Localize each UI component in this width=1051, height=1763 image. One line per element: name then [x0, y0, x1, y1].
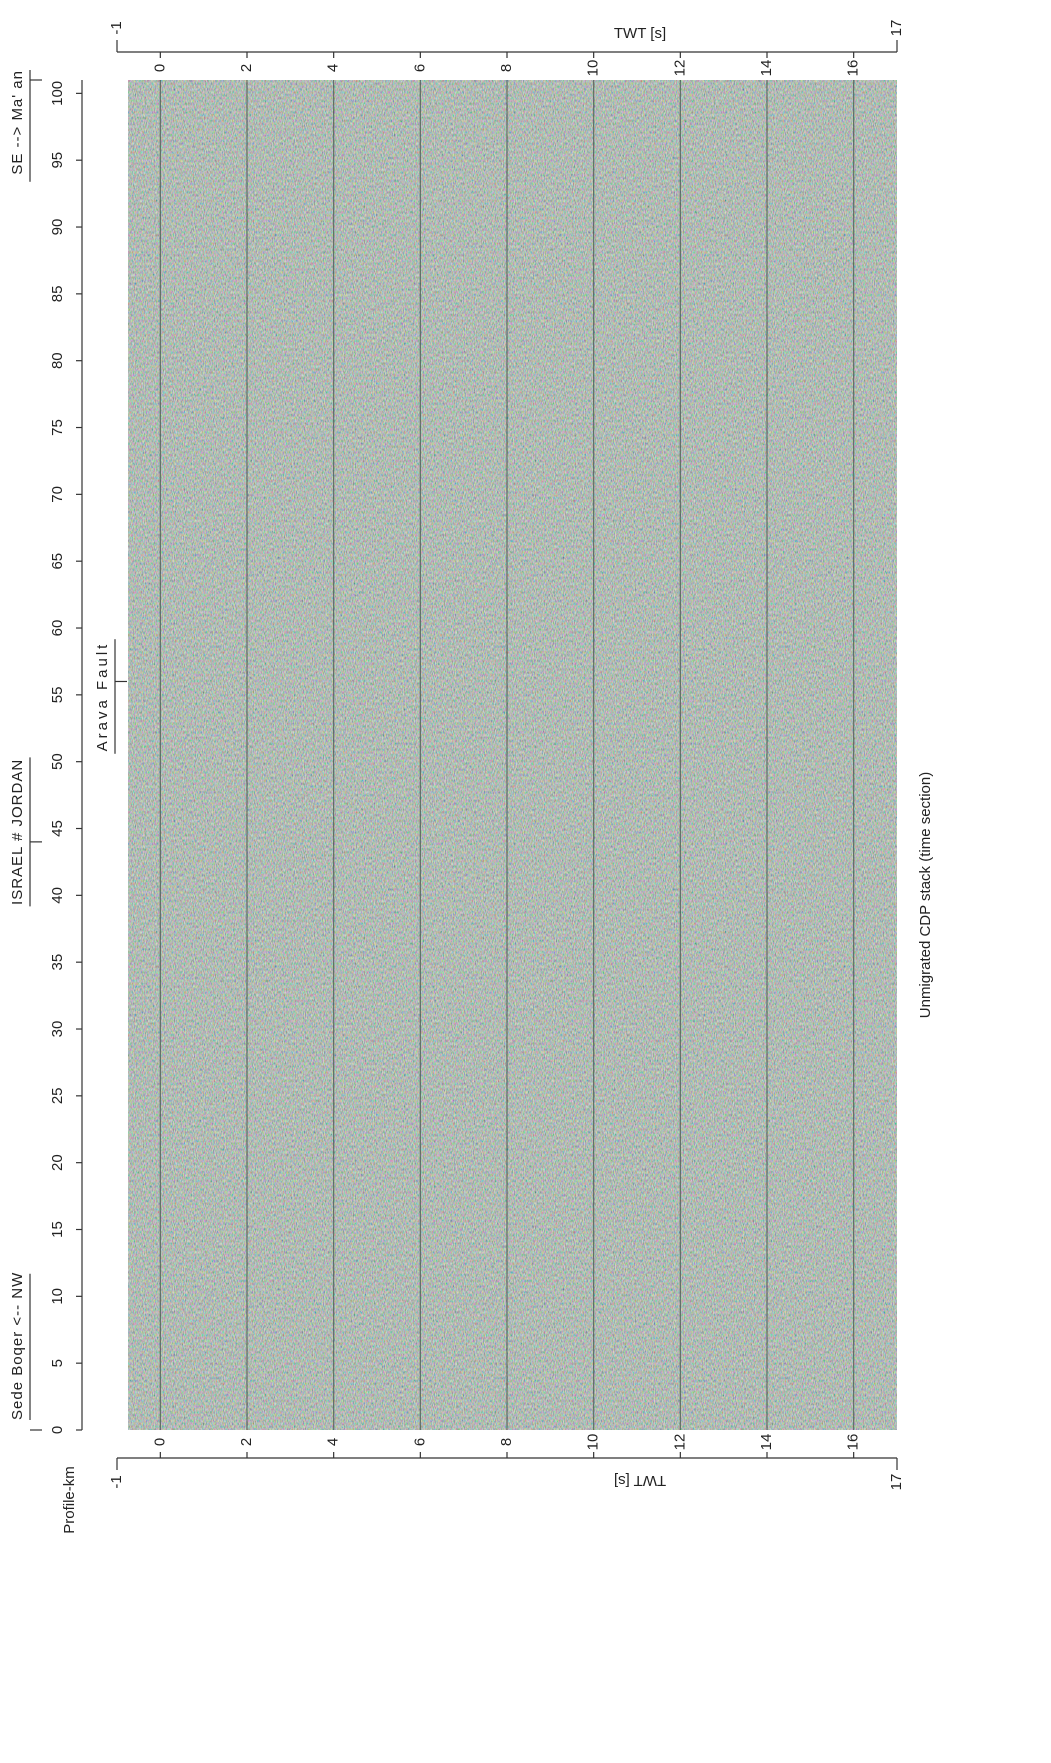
top-tick-label: 17 [888, 20, 905, 37]
x-tick-label: 50 [49, 753, 66, 770]
bottom-tick-label: 6 [411, 1438, 428, 1446]
annotation: ISRAEL # JORDAN [9, 759, 26, 905]
bottom-tick-label: 10 [585, 1434, 602, 1451]
x-tick-label: 15 [49, 1221, 66, 1238]
x-tick-label: 30 [49, 1021, 66, 1038]
x-tick-label: 100 [49, 81, 66, 106]
x-tick-label: 5 [49, 1359, 66, 1367]
x-tick-label: 75 [49, 419, 66, 436]
bottom-tick-label: -1 [108, 1475, 125, 1488]
x-axis-title: Profile-km [61, 1466, 78, 1534]
x-tick-label: 35 [49, 954, 66, 971]
x-tick-label: 25 [49, 1087, 66, 1104]
seismic-image [128, 80, 897, 1430]
top-tick-label: -1 [108, 21, 125, 34]
bottom-tick-label: 4 [325, 1438, 342, 1446]
bottom-tick-label: 16 [845, 1434, 862, 1451]
top-tick-label: 8 [498, 64, 515, 72]
x-tick-label: 95 [49, 152, 66, 169]
x-tick-label: 10 [49, 1288, 66, 1305]
top-tick-label: 6 [411, 64, 428, 72]
x-tick-label: 55 [49, 687, 66, 704]
chart-title: Unmigrated CDP stack (time section) [917, 772, 934, 1018]
top-tick-label: 4 [325, 64, 342, 72]
annotation: Sede Boqer <-- NW [9, 1272, 26, 1420]
x-tick-label: 85 [49, 286, 66, 303]
bottom-tick-label: 12 [671, 1434, 688, 1451]
top-tick-label: 2 [238, 64, 255, 72]
bottom-tick-label: 0 [151, 1438, 168, 1446]
bottom-tick-label: 8 [498, 1438, 515, 1446]
annotation: SE --> Ma' an [9, 70, 26, 175]
annotation: Arava Fault [94, 642, 111, 752]
top-tick-label: 0 [151, 64, 168, 72]
x-tick-label: 60 [49, 620, 66, 637]
x-tick-label: 65 [49, 553, 66, 570]
x-tick-label: 80 [49, 352, 66, 369]
bottom-axis-title: TWT [s] [614, 1472, 666, 1489]
x-tick-label: 0 [49, 1426, 66, 1434]
x-tick-label: 45 [49, 820, 66, 837]
top-tick-label: 14 [758, 60, 775, 77]
x-tick-label: 90 [49, 219, 66, 236]
top-tick-label: 10 [585, 60, 602, 77]
top-tick-label: 16 [845, 60, 862, 77]
top-axis-title: TWT [s] [614, 25, 666, 42]
x-tick-label: 70 [49, 486, 66, 503]
bottom-tick-label: 14 [758, 1434, 775, 1451]
bottom-tick-label: 17 [888, 1474, 905, 1491]
bottom-tick-label: 2 [238, 1438, 255, 1446]
x-tick-label: 40 [49, 887, 66, 904]
top-tick-label: 12 [671, 60, 688, 77]
x-tick-label: 20 [49, 1154, 66, 1171]
